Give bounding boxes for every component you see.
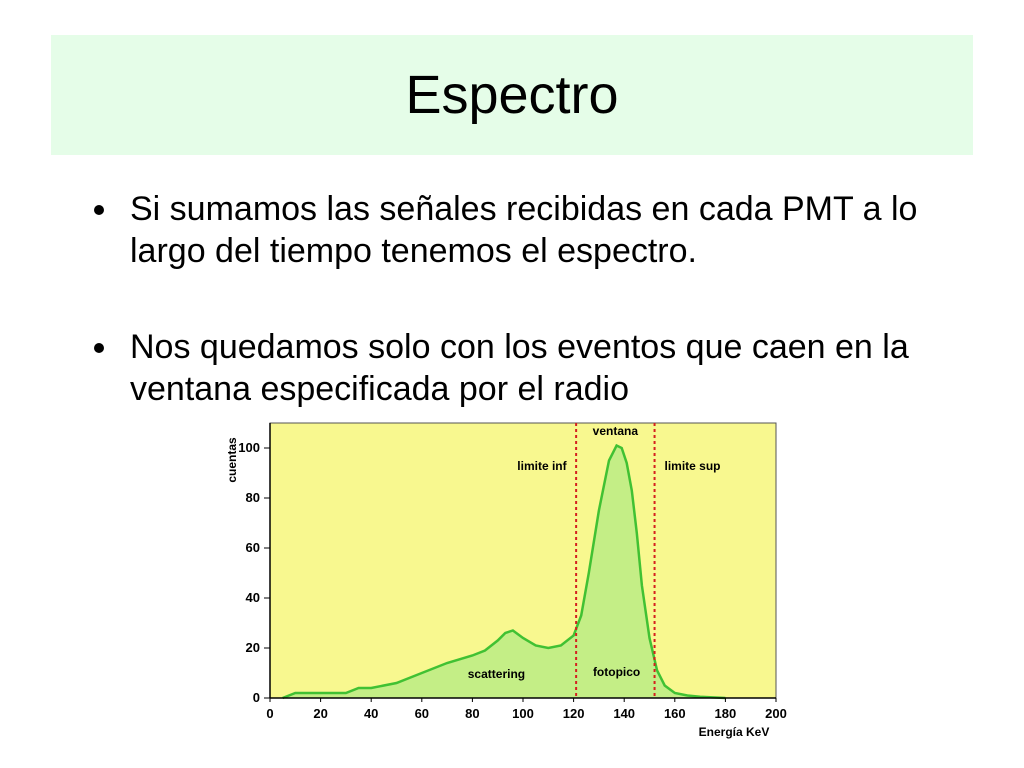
annotation-ventana: ventana: [593, 424, 639, 438]
x-tick-label: 20: [313, 706, 327, 721]
x-tick-label: 80: [465, 706, 479, 721]
annotation-limite-inf: limite inf: [517, 459, 567, 473]
x-tick-label: 160: [664, 706, 686, 721]
spectrum-figure: 0 20 40 60 80 100 120 140 160 180 200 0 20 40 60 80 100 c…: [222, 418, 794, 748]
spectrum-chart: 0 20 40 60 80 100 120 140 160 180 200020406080100c…: [225, 422, 787, 739]
y-tick-label: 0: [253, 690, 260, 705]
bullet-item: Si sumamos las señales recibidas en cada…: [94, 188, 934, 314]
x-tick-label: 0: [266, 706, 273, 721]
y-tick-label: 100: [238, 440, 260, 455]
bullet-dot-icon: [94, 343, 104, 353]
annotation-limite-sup: limite sup: [665, 459, 721, 473]
bullet-item: Nos quedamos solo con los eventos que ca…: [94, 326, 934, 452]
y-tick-label: 20: [246, 640, 260, 655]
x-axis-label: Energía KeV: [699, 725, 770, 739]
y-tick-label: 60: [246, 540, 260, 555]
y-tick-label: 80: [246, 490, 260, 505]
spectrum-line: [282, 443, 726, 700]
spectrum-area: [282, 445, 726, 698]
bullet-dot-icon: [94, 205, 104, 215]
slide-title: Espectro: [405, 65, 619, 125]
x-tick-label: 180: [715, 706, 737, 721]
x-tick-label: 200: [765, 706, 787, 721]
x-tick-label: 60: [415, 706, 429, 721]
bullet-text: Nos quedamos solo con los eventos que ca…: [130, 328, 909, 408]
y-axis-label: cuentas: [225, 437, 239, 483]
annotation-scattering: scattering: [468, 667, 525, 681]
y-tick-label: 40: [246, 590, 260, 605]
title-band: [51, 35, 973, 155]
bullet-text: Si sumamos las señales recibidas en cada…: [130, 190, 918, 270]
x-tick-label: 40: [364, 706, 378, 721]
x-tick-label: 140: [613, 706, 635, 721]
annotation-fotopico: fotopico: [593, 665, 640, 679]
x-tick-label: 120: [563, 706, 585, 721]
x-tick-label: 100: [512, 706, 534, 721]
